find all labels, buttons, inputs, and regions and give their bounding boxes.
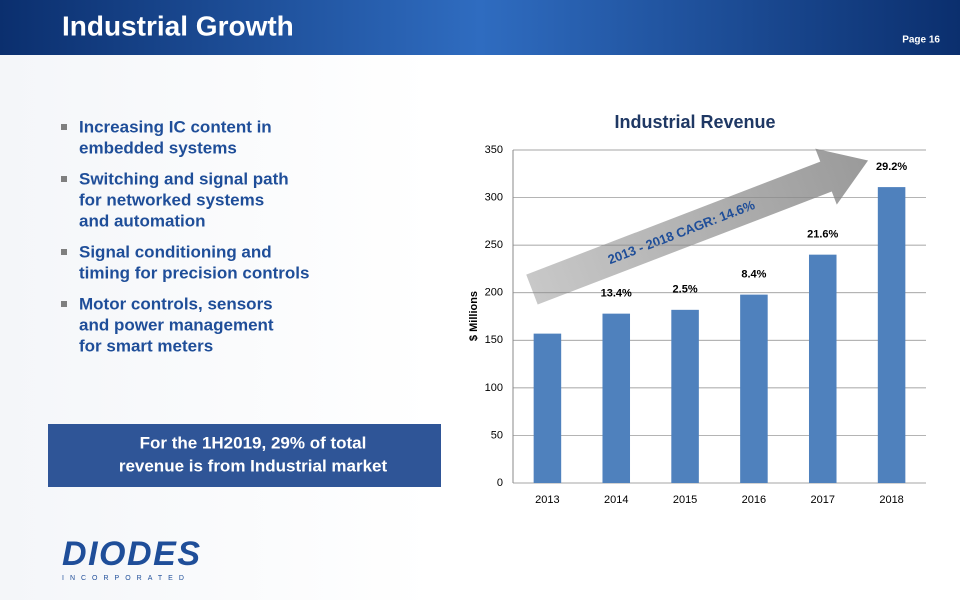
bullet-marker — [61, 249, 67, 255]
chart-title: Industrial Revenue — [614, 112, 775, 132]
x-tick-label: 2015 — [673, 494, 697, 506]
bullet-marker — [61, 176, 67, 182]
y-tick-label: 100 — [485, 382, 503, 394]
bullet-text: for networked systems — [79, 190, 264, 209]
callout: For the 1H2019, 29% of total revenue is f… — [119, 433, 388, 475]
y-tick-label: 350 — [485, 144, 503, 156]
y-tick-label: 300 — [485, 191, 503, 203]
callout-box — [48, 424, 441, 487]
bar — [602, 313, 631, 483]
bullet-text: Increasing IC content in — [79, 117, 272, 136]
callout-text: For the 1H2019, 29% of total — [140, 433, 367, 452]
y-axis-label: $ Millions — [468, 291, 480, 341]
growth-label: 8.4% — [741, 269, 766, 281]
growth-label: 13.4% — [601, 288, 632, 300]
bullet-text: timing for precision controls — [79, 263, 309, 282]
callout-text: revenue is from Industrial market — [119, 456, 388, 475]
bullet-marker — [61, 124, 67, 130]
bullet-text: embedded systems — [79, 138, 237, 157]
x-tick-label: 2013 — [535, 494, 559, 506]
bar — [533, 333, 562, 483]
slide-title: Industrial Growth — [62, 10, 294, 41]
bar — [740, 294, 768, 483]
x-tick-label: 2014 — [604, 494, 628, 506]
bullet-text: Switching and signal path — [79, 169, 289, 188]
bar — [808, 254, 837, 483]
bar — [877, 187, 906, 483]
header-band — [0, 0, 960, 55]
logo-sub: INCORPORATED — [62, 575, 190, 582]
x-tick-label: 2017 — [811, 494, 835, 506]
y-tick-label: 250 — [485, 239, 503, 251]
arrow-shape — [526, 148, 869, 305]
x-tick-label: 2016 — [742, 494, 766, 506]
bullet-list: Increasing IC content in embedded systems… — [61, 117, 309, 355]
bullet-marker — [61, 301, 67, 307]
logo-name: DIODES — [62, 535, 200, 573]
x-tick-label: 2018 — [879, 494, 903, 506]
bullet-text: Signal conditioning and — [79, 242, 272, 261]
bar — [671, 309, 699, 483]
y-tick-label: 200 — [485, 287, 503, 299]
bullet-text: Motor controls, sensors — [79, 294, 273, 313]
growth-label: 2.5% — [673, 284, 698, 296]
y-tick-label: 50 — [491, 429, 503, 441]
bullet-text: for smart meters — [79, 336, 213, 355]
growth-label: 29.2% — [876, 161, 907, 173]
page-number: Page 16 — [902, 35, 940, 46]
arrow-label: 2013 - 2018 CAGR: 14.6% — [606, 197, 758, 267]
y-tick-label: 150 — [485, 334, 503, 346]
y-tick-label: 0 — [497, 477, 503, 489]
growth-label: 21.6% — [807, 229, 838, 241]
bullet-text: and automation — [79, 211, 206, 230]
bullet-text: and power management — [79, 315, 274, 334]
